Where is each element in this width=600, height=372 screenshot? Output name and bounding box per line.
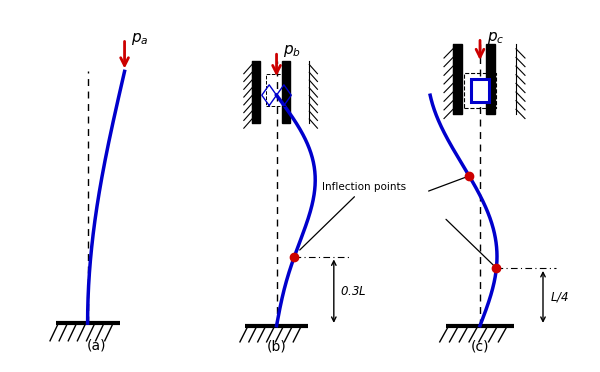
Bar	[252, 61, 260, 123]
Text: 0.3$L$: 0.3$L$	[340, 285, 367, 298]
Text: (a): (a)	[86, 339, 106, 353]
Bar	[453, 45, 462, 113]
Text: $p_c$: $p_c$	[487, 29, 505, 45]
Bar	[282, 61, 290, 123]
Text: (b): (b)	[266, 340, 286, 353]
Text: Inflection points: Inflection points	[300, 182, 406, 250]
Text: $L$/4: $L$/4	[550, 290, 569, 304]
Text: (c): (c)	[471, 340, 489, 353]
Bar	[471, 79, 489, 102]
Bar	[487, 45, 496, 113]
Text: $p_b$: $p_b$	[283, 44, 301, 60]
Text: $p_a$: $p_a$	[131, 31, 149, 46]
